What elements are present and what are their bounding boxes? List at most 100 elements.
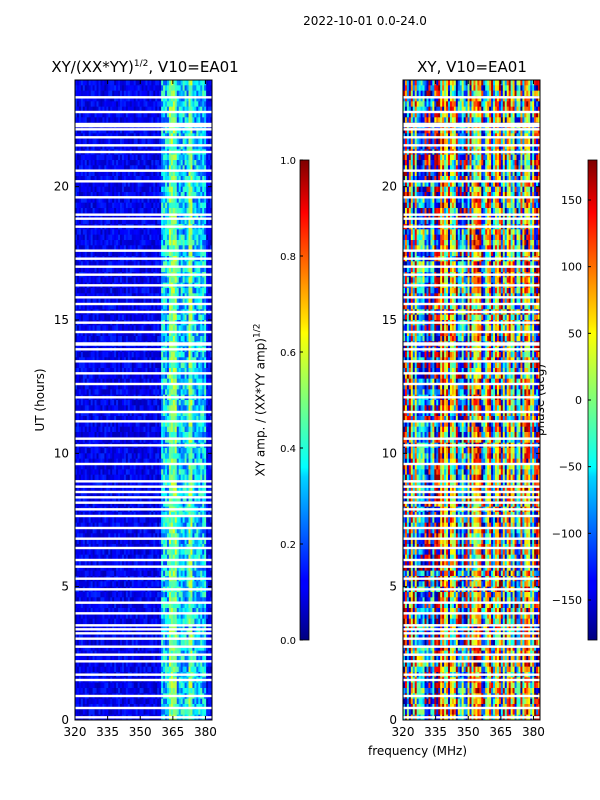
heatmap-cell [147, 117, 150, 124]
heatmap-cell [186, 154, 189, 161]
heatmap-cell [172, 160, 176, 166]
heatmap-cell [192, 432, 195, 438]
heatmap-cell [161, 304, 164, 310]
heatmap-cell [159, 437, 162, 444]
heatmap-cell [114, 229, 117, 236]
heatmap-cell [131, 277, 135, 284]
heatmap-cell [159, 277, 162, 284]
heatmap-cell [75, 448, 78, 454]
heatmap-cell [206, 437, 209, 444]
heatmap-cell [104, 448, 107, 454]
heatmap-cell [106, 197, 109, 204]
heatmap-cell [102, 330, 105, 337]
heatmap-cell [84, 389, 88, 396]
heatmap-cell [188, 416, 191, 422]
heatmap-cell [157, 352, 160, 358]
heatmap-cell [202, 117, 205, 124]
heatmap-cell [84, 368, 88, 374]
heatmap-cell [94, 421, 97, 428]
heatmap-cell [182, 165, 185, 172]
heatmap-cell [168, 437, 172, 444]
heatmap-cell [178, 277, 182, 284]
heatmap-cell [192, 261, 195, 268]
heatmap-cell [190, 330, 193, 337]
heatmap-cell [163, 314, 166, 321]
heatmap-cell [92, 368, 95, 374]
heatmap-cell [137, 90, 140, 97]
heatmap-cell [157, 373, 160, 380]
heatmap-cell [194, 128, 197, 134]
heatmap-cell [208, 421, 211, 428]
heatmap-cell [133, 368, 137, 374]
heatmap-cell [198, 117, 201, 124]
heatmap-cell [94, 112, 97, 118]
heatmap-cell [84, 208, 88, 214]
heatmap-cell [170, 90, 174, 97]
heatmap-cell [194, 202, 197, 209]
heatmap-cell [96, 298, 99, 305]
heatmap-cell [200, 448, 203, 454]
heatmap-cell [80, 138, 84, 145]
heatmap-cell [116, 421, 119, 428]
heatmap-cell [102, 96, 105, 102]
heatmap-cell [94, 437, 97, 444]
heatmap-cell [165, 448, 168, 454]
heatmap-cell [168, 373, 172, 380]
heatmap-cell [98, 362, 101, 369]
heatmap-cell [118, 218, 121, 225]
heatmap-cell [178, 112, 182, 118]
heatmap-cell [135, 298, 139, 305]
heatmap-cell [139, 101, 142, 108]
heatmap-cell [120, 208, 123, 214]
heatmap-cell [147, 240, 150, 246]
heatmap-cell [116, 277, 119, 284]
heatmap-cell [90, 261, 94, 268]
heatmap-cell [200, 250, 203, 257]
heatmap-cell [174, 453, 178, 460]
heatmap-cell [178, 138, 182, 145]
heatmap-cell [131, 432, 135, 438]
heatmap-cell [190, 362, 193, 369]
heatmap-cell [180, 261, 184, 268]
heatmap-cell [88, 245, 92, 252]
heatmap-cell [147, 389, 150, 396]
heatmap-cell [98, 384, 101, 390]
heatmap-cell [80, 277, 84, 284]
heatmap-cell [172, 266, 176, 273]
heatmap-cell [141, 240, 144, 246]
heatmap-cell [82, 160, 86, 166]
heatmap-cell [114, 368, 117, 374]
heatmap-cell [170, 314, 174, 321]
heatmap-cell [157, 186, 160, 193]
heatmap-cell [120, 245, 123, 252]
heatmap-cell [116, 202, 119, 209]
heatmap-cell [143, 437, 146, 444]
heatmap-cell [116, 426, 119, 433]
heatmap-cell [123, 181, 127, 188]
heatmap-cell [165, 325, 168, 332]
heatmap-cell [121, 426, 125, 433]
heatmap-cell [168, 453, 172, 460]
heatmap-cell [114, 170, 117, 177]
heatmap-cell [110, 336, 113, 342]
heatmap-cell [206, 261, 209, 268]
heatmap-cell [180, 234, 184, 241]
heatmap-cell [86, 90, 90, 97]
heatmap-cell [90, 352, 94, 358]
heatmap-cell [161, 314, 164, 321]
heatmap-cell [102, 85, 105, 92]
heatmap-cell [75, 314, 78, 321]
heatmap-cell [190, 197, 193, 204]
heatmap-cell [190, 117, 193, 124]
heatmap-cell [149, 229, 152, 236]
heatmap-cell [172, 197, 176, 204]
heatmap-cell [182, 416, 185, 422]
heatmap-cell [94, 154, 97, 161]
heatmap-cell [180, 330, 184, 337]
heatmap-cell [143, 298, 146, 305]
heatmap-cell [190, 266, 193, 273]
heatmap-cell [165, 437, 168, 444]
heatmap-cell [180, 384, 184, 390]
heatmap-cell [90, 138, 94, 145]
heatmap-cell [121, 240, 125, 246]
